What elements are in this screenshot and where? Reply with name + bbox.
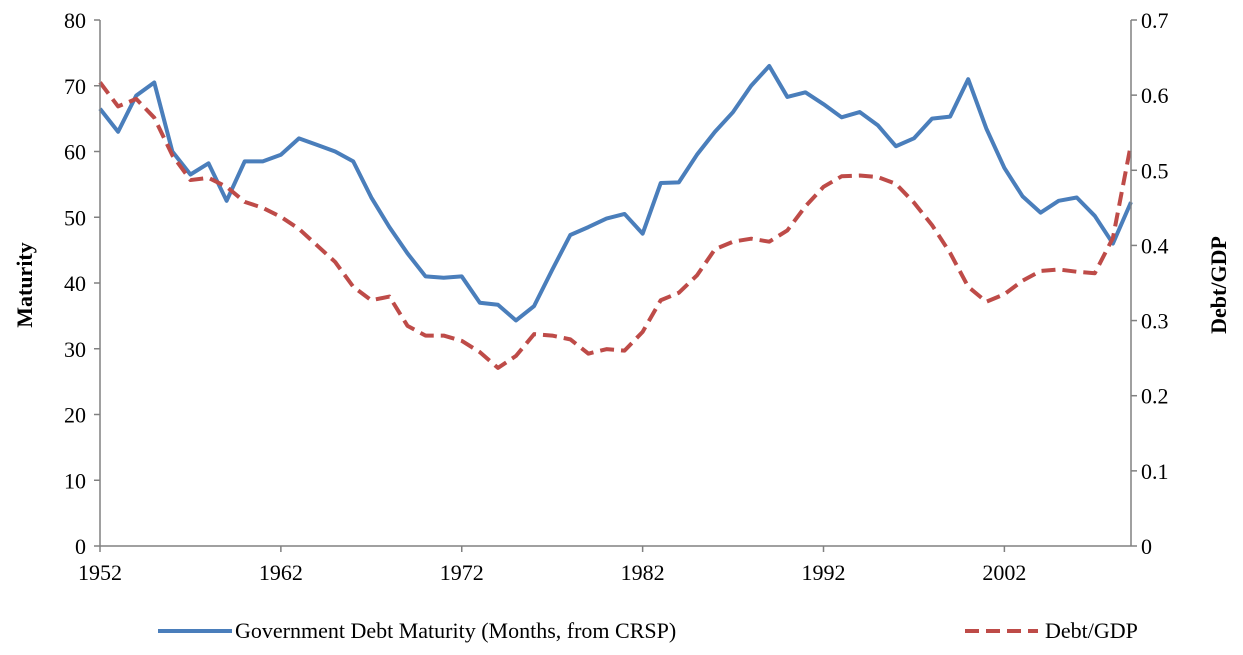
left-y-tick-label: 40	[64, 271, 86, 296]
left-y-tick-label: 20	[64, 403, 86, 428]
x-tick-label: 2002	[982, 560, 1026, 585]
legend-label-debt-gdp: Debt/GDP	[1045, 618, 1138, 643]
right-y-tick-label: 0.1	[1141, 459, 1169, 484]
right-y-tick-label: 0	[1141, 534, 1152, 559]
plot-area: 0 10 20 30 40 50 60 70 80 0 0.1 0.2 0.3 0.4 0.5 0.6 0.7…	[64, 8, 1169, 585]
right-y-tick-label: 0.5	[1141, 158, 1169, 183]
x-tick-label: 1982	[621, 560, 665, 585]
right-y-tick-label: 0.4	[1141, 233, 1169, 258]
x-tick-label: 1972	[440, 560, 484, 585]
legend-label-maturity: Government Debt Maturity (Months, from C…	[235, 618, 676, 643]
series-layer	[98, 64, 1133, 370]
y-axis-title: Maturity	[12, 242, 37, 328]
left-y-tick-label: 70	[64, 74, 86, 99]
right-y-tick-label: 0.6	[1141, 83, 1169, 108]
x-tick-label: 1992	[802, 560, 846, 585]
left-y-tick-label: 0	[75, 534, 86, 559]
right-y-tick-label: 0.3	[1141, 309, 1169, 334]
left-y-ticks: 0 10 20 30 40 50 60 70 80	[64, 8, 100, 559]
series-line-debt-gdp	[98, 81, 1133, 370]
right-y-tick-label: 0.2	[1141, 384, 1169, 409]
right-y-ticks: 0 0.1 0.2 0.3 0.4 0.5 0.6 0.7	[1131, 8, 1169, 559]
series-line-maturity	[98, 64, 1133, 323]
x-tick-label: 1952	[78, 560, 122, 585]
left-y-tick-label: 30	[64, 337, 86, 362]
left-y-tick-label: 50	[64, 205, 86, 230]
left-y-tick-label: 80	[64, 8, 86, 33]
left-y-tick-label: 60	[64, 140, 86, 165]
x-ticks: 1952 1962 1972 1982 1992 2002	[78, 546, 1026, 585]
x-tick-label: 1962	[259, 560, 303, 585]
legend: Government Debt Maturity (Months, from C…	[158, 618, 1138, 643]
left-y-tick-label: 10	[64, 468, 86, 493]
right-y-tick-label: 0.7	[1141, 8, 1169, 33]
y2-axis-title: Debt/GDP	[1206, 236, 1231, 334]
